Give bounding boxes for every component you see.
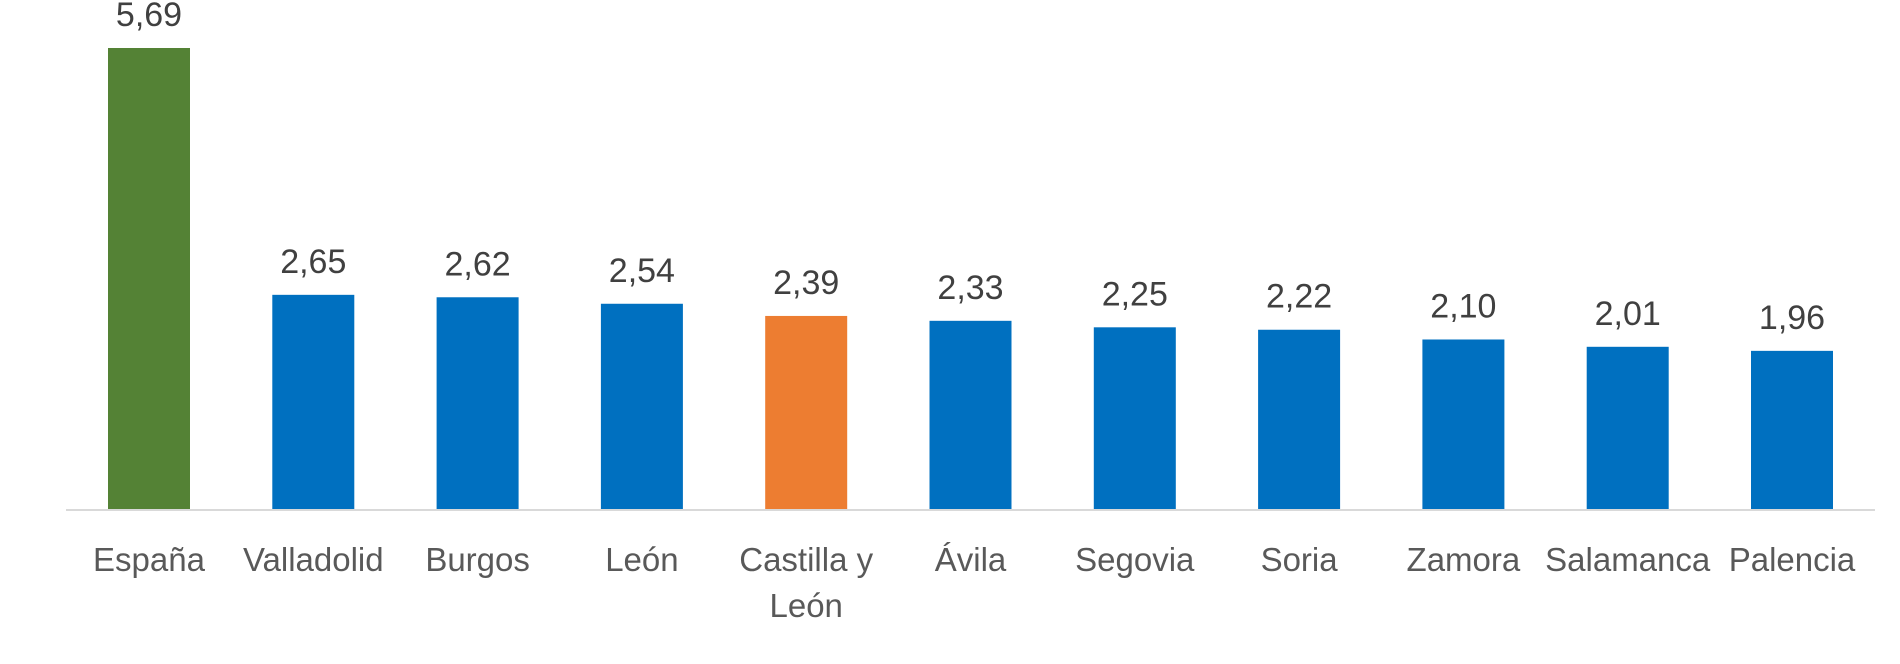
category-label: Burgos: [425, 541, 530, 578]
bar: [1258, 329, 1341, 510]
bar: [272, 294, 355, 510]
category-label: León: [769, 587, 842, 624]
bar: [1751, 350, 1833, 510]
category-label: Castilla y: [739, 541, 873, 578]
bar-value-label: 2,62: [445, 245, 511, 283]
category-label: Ávila: [935, 541, 1007, 578]
bar-value-label: 2,65: [280, 243, 346, 281]
category-label: Zamora: [1407, 541, 1521, 578]
bar: [1586, 346, 1669, 510]
bar: [1422, 339, 1505, 510]
bar-value-label: 2,54: [609, 252, 675, 290]
bar-value-label: 5,69: [116, 0, 182, 34]
bar-value-label: 2,39: [773, 264, 839, 302]
category-label: León: [605, 541, 678, 578]
bar: [1093, 327, 1176, 510]
bar: [436, 297, 519, 510]
category-label: España: [93, 541, 206, 578]
category-label: Segovia: [1075, 541, 1195, 578]
bar: [600, 303, 683, 510]
bar: [108, 48, 190, 510]
category-labels-group: España Valladolid Burgos León Castilla y León…: [93, 541, 1856, 624]
bar-value-label: 2,10: [1430, 287, 1496, 325]
bars-group: [108, 48, 1833, 510]
bar: [765, 315, 848, 510]
value-labels-group: 5,69 2,65 2,62 2,54 2,39 2,33 2,25 2,22 2,10 2,01…: [116, 0, 1825, 337]
bar-value-label: 2,25: [1102, 275, 1168, 313]
category-label: Valladolid: [243, 541, 384, 578]
category-label: Soria: [1261, 541, 1339, 578]
category-label: Palencia: [1729, 541, 1856, 578]
bar: [929, 320, 1012, 510]
bar-value-label: 2,33: [937, 269, 1003, 307]
bar-value-label: 2,22: [1266, 278, 1332, 316]
category-label: Salamanca: [1545, 541, 1711, 578]
bar-value-label: 2,01: [1595, 295, 1661, 333]
bar-value-label: 1,96: [1759, 299, 1825, 337]
